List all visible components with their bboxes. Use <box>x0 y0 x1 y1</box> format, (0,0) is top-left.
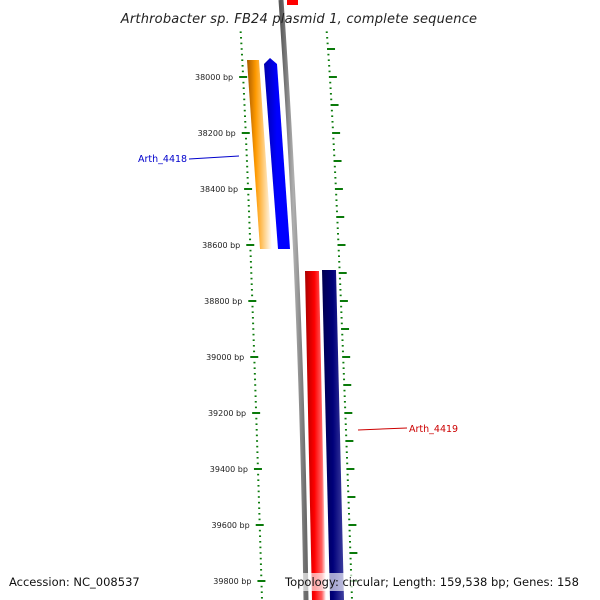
scale-label: 39800 bp <box>213 577 251 586</box>
scale-label: 39200 bp <box>208 409 246 418</box>
gene-arth-4418-blue-arrow <box>264 58 290 249</box>
plasmid-backbone <box>278 0 309 600</box>
scale-label: 38600 bp <box>202 241 240 250</box>
outer-tick-track <box>325 31 359 599</box>
gene-arth-4418-label[interactable]: Arth_4418 <box>138 154 187 165</box>
scale-label: 38800 bp <box>204 297 242 306</box>
gene-arth-4419-red-track <box>305 271 326 600</box>
scale-label: 39600 bp <box>212 521 250 530</box>
footer-accession: Accession: NC_008537 <box>9 575 140 589</box>
inner-tick-track <box>239 31 266 599</box>
gene-arth-4418[interactable] <box>247 58 290 249</box>
footer-topology-backdrop <box>284 573 592 591</box>
previous-gene-fragment <box>287 0 298 5</box>
gene-arth-4418-leader <box>188 155 240 160</box>
gene-arth-4419-label[interactable]: Arth_4419 <box>409 424 458 435</box>
scale-label: 38400 bp <box>200 185 238 194</box>
gene-arth-4419[interactable] <box>305 270 344 600</box>
scale-label: 39400 bp <box>210 465 248 474</box>
scale-label: 38200 bp <box>198 129 236 138</box>
map-title: Arthrobacter sp. FB24 plasmid 1, complet… <box>120 12 477 27</box>
gene-arth-4418-orange-track <box>247 60 272 249</box>
scale-label: 39000 bp <box>206 353 244 362</box>
footer-topology: Topology: circular; Length: 159,538 bp; … <box>284 575 579 589</box>
scale-labels: 38000 bp 38200 bp 38400 bp 38600 bp 38800 bp… <box>195 73 251 586</box>
gene-arth-4419-navy-track <box>322 270 344 600</box>
gene-arth-4419-leader <box>357 427 408 431</box>
scale-label: 38000 bp <box>195 73 233 82</box>
